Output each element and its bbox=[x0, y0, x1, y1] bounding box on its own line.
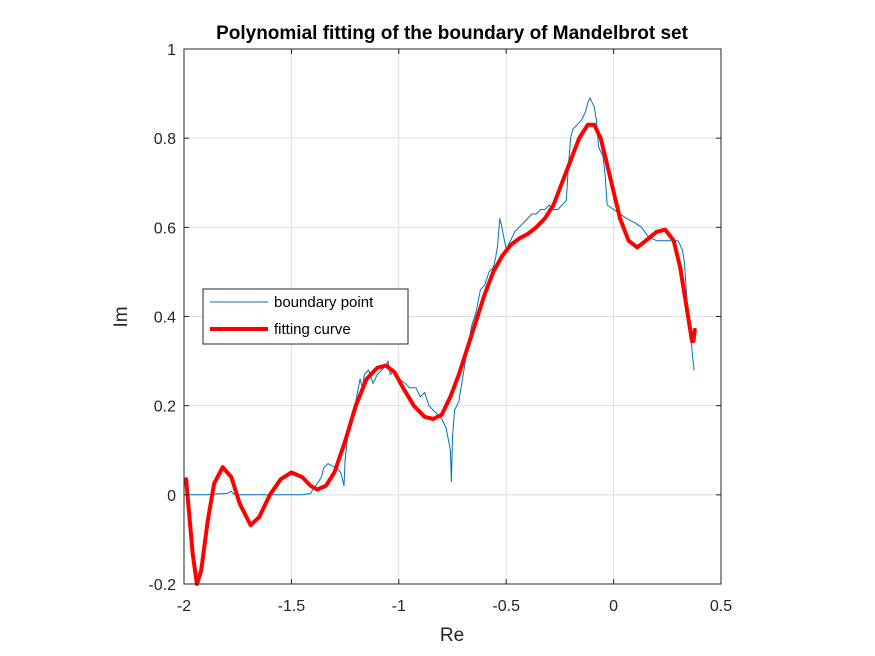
y-tick-label: 0.4 bbox=[154, 310, 176, 327]
series-fitting-curve bbox=[184, 122, 697, 586]
legend: boundary point fitting curve bbox=[202, 288, 409, 345]
chart-title: Polynomial fitting of the boundary of Ma… bbox=[216, 23, 689, 44]
ticks bbox=[183, 48, 722, 585]
x-tick-label: 0.5 bbox=[710, 598, 732, 615]
y-tick-label: 0.6 bbox=[154, 220, 176, 237]
legend-box bbox=[202, 288, 409, 345]
series-layer bbox=[184, 97, 697, 586]
tick-labels: -2 -1.5 -1 -0.5 0 0.5 -0.2 0 0.2 0.4 0.6 0.8 1 bbox=[148, 42, 732, 615]
x-axis-label: Re bbox=[440, 625, 464, 646]
y-axis-label: Im bbox=[111, 306, 132, 327]
y-tick-label: 0.2 bbox=[154, 399, 176, 416]
x-tick-label: -0.5 bbox=[492, 598, 520, 615]
legend-label-fitting-curve: fitting curve bbox=[274, 321, 351, 338]
x-tick-label: -2 bbox=[177, 598, 191, 615]
x-tick-label: -1.5 bbox=[278, 598, 306, 615]
x-tick-label: 0 bbox=[609, 598, 618, 615]
y-tick-label: 0.8 bbox=[154, 131, 176, 148]
y-tick-label: 1 bbox=[167, 42, 176, 59]
y-tick-label: -0.2 bbox=[148, 577, 176, 594]
y-tick-label: 0 bbox=[167, 488, 176, 505]
legend-label-boundary-point: boundary point bbox=[274, 294, 374, 311]
x-tick-label: -1 bbox=[392, 598, 406, 615]
